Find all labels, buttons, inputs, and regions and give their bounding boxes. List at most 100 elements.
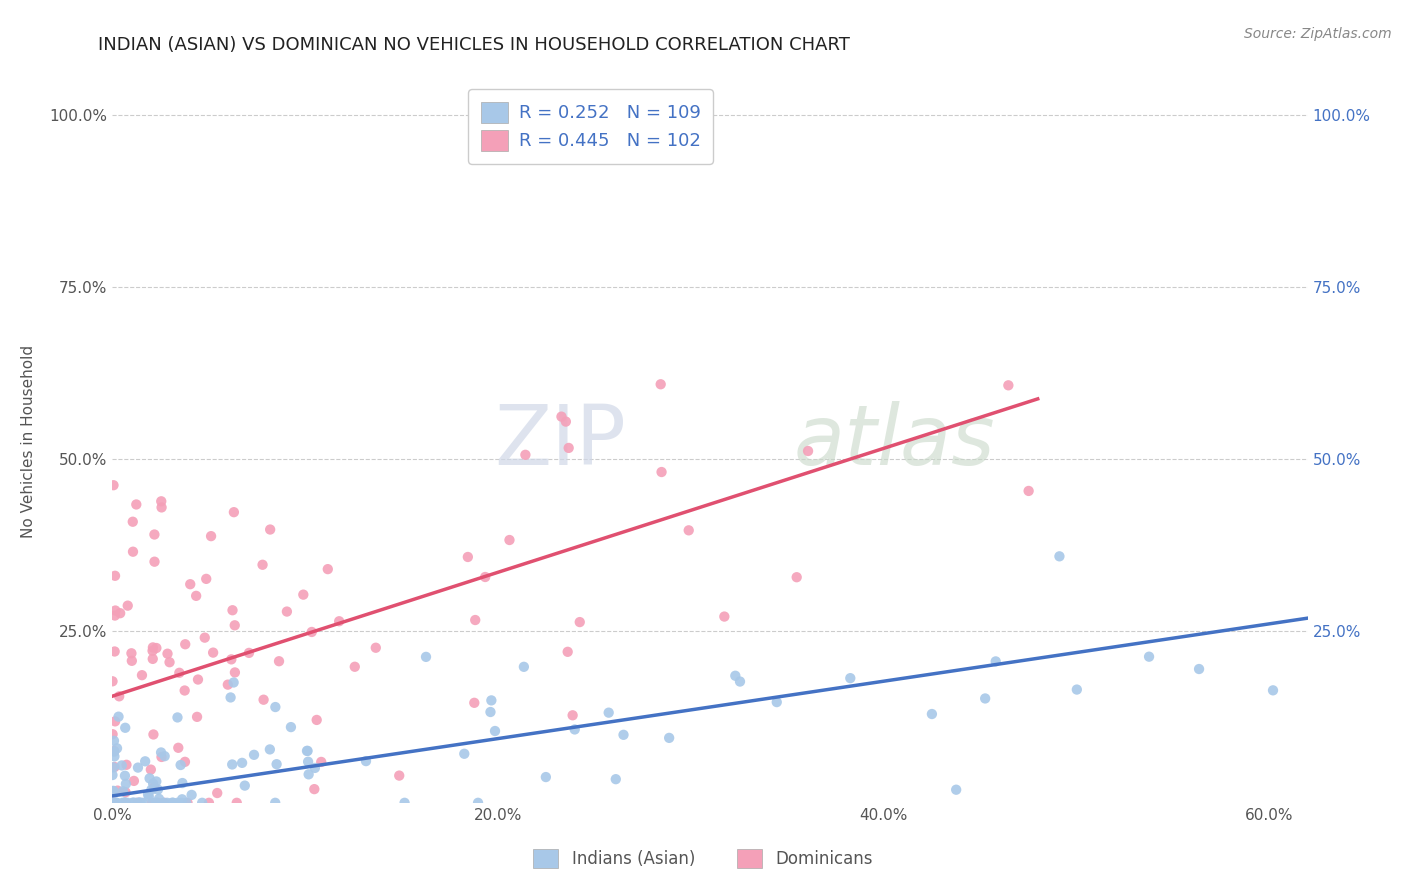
Point [974, 691, 997, 706]
Point [297, 744, 319, 758]
Point [202, 646, 225, 660]
Point [138, 789, 160, 804]
Point [141, 796, 163, 810]
Point [534, 770, 557, 784]
Point [364, 640, 387, 655]
Point [134, 754, 156, 768]
Point [179, 577, 201, 591]
Point [174, 755, 197, 769]
Point [103, 478, 125, 492]
Point [103, 760, 125, 774]
Point [112, 796, 135, 810]
Point [415, 649, 437, 664]
Point [252, 692, 274, 706]
Point [142, 776, 165, 790]
Point [111, 784, 134, 798]
Point [148, 792, 170, 806]
Point [145, 774, 167, 789]
Point [103, 733, 125, 747]
Point [111, 758, 134, 772]
Point [172, 792, 194, 806]
Point [765, 695, 787, 709]
Point [728, 674, 751, 689]
Point [550, 409, 572, 424]
Point [292, 588, 315, 602]
Point [125, 796, 148, 810]
Point [304, 782, 326, 797]
Point [394, 796, 416, 810]
Point [1188, 662, 1211, 676]
Point [259, 523, 281, 537]
Point [224, 665, 246, 680]
Point [156, 796, 179, 810]
Point [101, 784, 124, 798]
Point [103, 745, 125, 759]
Point [166, 710, 188, 724]
Point [115, 796, 138, 810]
Point [153, 796, 176, 810]
Text: Source: ZipAtlas.com: Source: ZipAtlas.com [1244, 27, 1392, 41]
Point [111, 796, 134, 810]
Point [612, 728, 634, 742]
Point [143, 780, 166, 795]
Point [107, 709, 129, 723]
Point [198, 796, 221, 810]
Point [104, 569, 127, 583]
Point [120, 646, 142, 660]
Point [169, 758, 191, 772]
Point [266, 757, 288, 772]
Point [141, 796, 163, 810]
Point [298, 767, 321, 781]
Point [121, 654, 143, 668]
Point [945, 782, 967, 797]
Point [498, 533, 520, 547]
Point [316, 562, 339, 576]
Point [104, 644, 127, 658]
Point [388, 768, 411, 782]
Point [136, 788, 159, 802]
Point [515, 448, 537, 462]
Point [1261, 683, 1284, 698]
Point [304, 761, 326, 775]
Point [138, 772, 160, 786]
Point [142, 644, 165, 658]
Point [651, 465, 673, 479]
Point [238, 646, 260, 660]
Point [186, 710, 208, 724]
Point [122, 545, 145, 559]
Point [231, 756, 253, 770]
Legend: Indians (Asian), Dominicans: Indians (Asian), Dominicans [527, 842, 879, 875]
Point [191, 796, 214, 810]
Point [474, 570, 496, 584]
Point [150, 750, 173, 764]
Point [104, 608, 127, 623]
Point [1137, 649, 1160, 664]
Point [150, 746, 173, 760]
Point [129, 796, 152, 810]
Point [200, 529, 222, 543]
Point [598, 706, 620, 720]
Legend: R = 0.252   N = 109, R = 0.445   N = 102: R = 0.252 N = 109, R = 0.445 N = 102 [468, 89, 713, 163]
Point [173, 683, 195, 698]
Point [117, 599, 139, 613]
Point [167, 740, 190, 755]
Point [205, 786, 228, 800]
Point [276, 605, 298, 619]
Point [222, 505, 245, 519]
Point [484, 724, 506, 739]
Point [139, 763, 162, 777]
Point [564, 723, 586, 737]
Point [103, 796, 125, 810]
Point [219, 690, 242, 705]
Point [150, 494, 173, 508]
Point [114, 769, 136, 783]
Point [172, 776, 194, 790]
Point [221, 757, 243, 772]
Point [839, 671, 862, 685]
Point [195, 572, 218, 586]
Point [453, 747, 475, 761]
Text: atlas: atlas [793, 401, 995, 482]
Point [115, 757, 138, 772]
Point [305, 713, 328, 727]
Point [170, 796, 193, 810]
